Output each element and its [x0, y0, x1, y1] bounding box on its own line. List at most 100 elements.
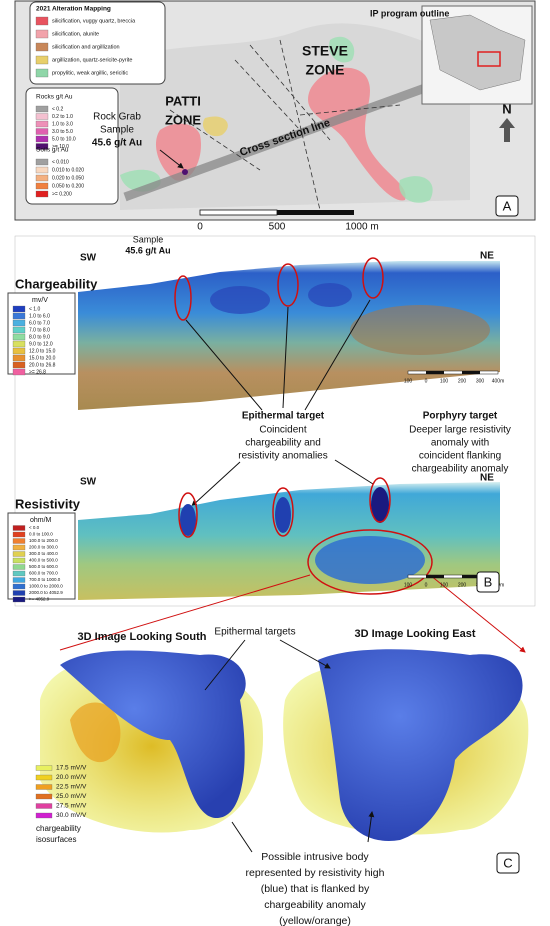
steve-alteration — [308, 67, 406, 201]
anomaly — [180, 504, 196, 536]
annotation-line: Possible intrusive body — [261, 851, 369, 863]
legend-swatch — [35, 55, 49, 65]
scale-label: 1000 m — [345, 222, 378, 233]
legend-swatch — [35, 812, 53, 819]
legend-swatch — [35, 113, 49, 120]
sample-label: Sample — [133, 234, 164, 244]
scale-bar — [199, 209, 278, 216]
legend-swatch — [35, 174, 49, 182]
legend-label: silicification and argillization — [52, 44, 120, 50]
scale-bar — [426, 371, 444, 374]
legend-label: 2000.0 to 4052.9 — [29, 590, 63, 595]
panel-label: B — [484, 574, 493, 589]
legend-label: < 0.010 — [52, 159, 69, 165]
legend-title: mv/V — [32, 297, 48, 304]
legend-label: >= 26.8 — [29, 369, 46, 375]
annotation-line: represented by resistivity high — [246, 867, 385, 879]
legend-swatch — [12, 305, 26, 313]
scale-bar — [462, 371, 480, 374]
annotation-line: resistivity anomalies — [238, 451, 327, 462]
view-title: 3D Image Looking East — [354, 628, 475, 640]
direction-label: SW — [80, 253, 97, 264]
legend-label: 0.020 to 0.050 — [52, 175, 84, 181]
annotation: Deeper large resistivity anomaly with coin… — [409, 425, 511, 475]
legend-label: 27.5 mV/V — [56, 803, 87, 810]
target-ellipse — [362, 257, 384, 299]
target-ellipse — [307, 529, 433, 595]
panel-label-box — [495, 195, 519, 217]
legend-box — [29, 1, 166, 85]
legend-swatch — [35, 16, 49, 26]
annotation-line: anomaly with — [431, 438, 489, 449]
arrow — [231, 812, 372, 853]
legend: < 0.010 0.010 to 0.020 0.020 to 0.050 0.050… — [35, 158, 84, 198]
legend-swatch — [35, 190, 49, 198]
legend-label: 12.0 to 15.0 — [29, 348, 56, 354]
anomaly — [371, 487, 389, 523]
scale: 100 0 100 200 300 400m — [404, 370, 504, 384]
zone-label: ZONE — [306, 62, 345, 78]
legend-label: 300.0 to 400.0 — [29, 551, 58, 556]
legend-label: argillization, quartz-sericite-pyrite — [52, 57, 132, 63]
legend-label: 8.0 to 9.0 — [29, 334, 50, 340]
legend-caption: isosurfaces — [36, 835, 76, 844]
annotation-title: Epithermal target — [242, 411, 325, 422]
annotation-line: (blue) that is flanked by — [261, 883, 370, 895]
legend: < 1.01.0 to 6.06.0 to 7.07.0 to 8.08.0 t… — [12, 305, 56, 375]
annotation-line: chargeability anomaly — [412, 464, 509, 475]
target-ellipse — [277, 263, 299, 307]
zone-label: ZONE — [165, 112, 201, 127]
legend-swatch — [12, 564, 26, 570]
legend-label: 20.0 mV/V — [56, 774, 87, 781]
legend-swatch — [35, 128, 49, 135]
legend: silicification, vuggy quartz, breccia sil… — [35, 16, 136, 78]
legend-swatch — [35, 42, 49, 52]
target-ellipse — [369, 477, 391, 523]
legend-swatch — [35, 765, 53, 771]
legend-swatch — [35, 105, 49, 113]
annotation: Possible intrusive body represented by re… — [246, 851, 385, 926]
section-title: Chargeability — [15, 276, 98, 291]
scale-bar — [277, 210, 354, 215]
legend-swatch — [12, 319, 26, 327]
annotation-line: Deeper large resistivity — [409, 425, 511, 436]
legend-swatch — [35, 29, 49, 39]
scale-label: 0 — [425, 378, 428, 384]
legend-label: 9.0 to 12.0 — [29, 341, 53, 347]
panel-label-box — [496, 852, 520, 874]
legend: 17.5 mV/V 20.0 mV/V 22.5 mV/V 25.0 mV/V 27.5… — [35, 765, 87, 819]
legend-swatch — [12, 557, 26, 564]
legend-swatch — [12, 538, 26, 544]
legend-title: Rocks g/t Au — [36, 94, 73, 101]
legend-swatch — [12, 340, 26, 348]
legend-swatch — [12, 354, 26, 362]
scale-label: 200 — [458, 582, 467, 588]
view-title: 3D Image Looking South — [78, 631, 207, 643]
zone-label: STEVE — [302, 43, 348, 59]
legend-label: 100.0 to 200.0 — [29, 538, 58, 543]
chargeability-section — [78, 261, 500, 410]
panel-label: C — [503, 855, 512, 870]
legend-label: 600.0 to 700.0 — [29, 571, 58, 576]
annotation: Coincident chargeability and resistivity a… — [238, 425, 327, 462]
legend-label: 22.5 mV/V — [56, 784, 87, 791]
legend-label: < 1.0 — [29, 306, 40, 312]
legend-swatch — [35, 158, 49, 166]
legend-label: < 0.2 — [52, 106, 63, 112]
legend-label: propylitic, weak argillic, sericitic — [52, 70, 128, 76]
legend-label: 3.0 to 5.0 — [52, 129, 73, 135]
north-arrow — [499, 118, 515, 142]
legend-box — [25, 87, 119, 205]
scale-bar — [426, 575, 444, 578]
legend-label: silicification, vuggy quartz, breccia — [52, 18, 136, 24]
legend-caption: chargeability — [36, 824, 81, 833]
arrow — [204, 639, 330, 691]
annotation-line: chargeability and — [245, 438, 321, 449]
legend-label: 0.2 to 1.0 — [52, 114, 73, 120]
scale-label: 200 — [458, 378, 467, 384]
propylitic-zone — [399, 176, 433, 203]
anomaly — [308, 283, 352, 307]
section-title: Resistivity — [15, 496, 81, 511]
legend-swatch — [35, 135, 49, 143]
